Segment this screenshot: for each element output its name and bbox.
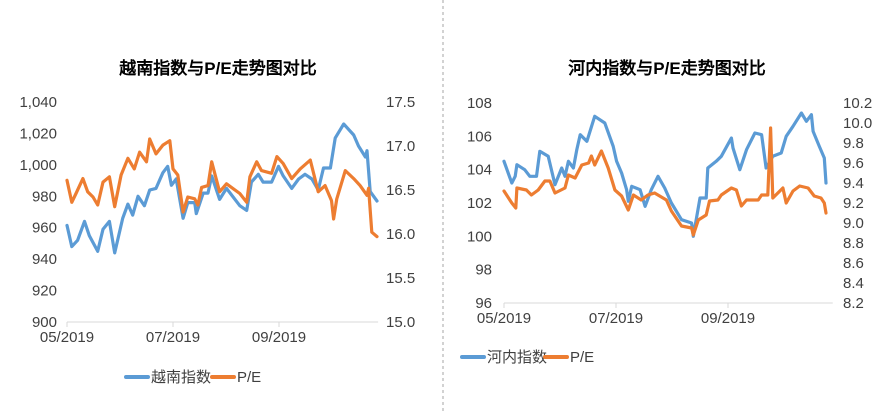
y-right-tick-label: 9.8: [843, 135, 864, 152]
y-left-tick-label: 960: [32, 220, 57, 237]
y-left-tick-label: 1,040: [19, 94, 57, 111]
y-right-tick-label: 10.2: [843, 95, 872, 112]
y-right-tick-label: 16.5: [386, 182, 415, 199]
y-right-tick-label: 10.0: [843, 115, 872, 132]
y-left-tick-label: 980: [32, 188, 57, 205]
x-tick-label: 09/2019: [252, 329, 306, 346]
x-tick-label: 05/2019: [477, 310, 531, 327]
x-tick-label: 07/2019: [589, 310, 643, 327]
x-tick-label: 09/2019: [701, 310, 755, 327]
y-right-tick-label: 9.4: [843, 175, 864, 192]
y-right-tick-label: 9.6: [843, 155, 864, 172]
y-left-tick-label: 100: [467, 228, 492, 245]
series-line-pe-hn: [502, 126, 828, 237]
y-right-tick-label: 8.6: [843, 255, 864, 272]
chart-title-vn: 越南指数与P/E走势图对比: [118, 58, 316, 78]
y-right-tick-label: 15.5: [386, 270, 415, 287]
x-tick-label: 05/2019: [40, 329, 94, 346]
y-right-tick-label: 9.2: [843, 195, 864, 212]
y-right-tick-label: 9.0: [843, 215, 864, 232]
y-left-tick-label: 940: [32, 251, 57, 268]
y-left-tick-label: 900: [32, 314, 57, 331]
y-left-tick-label: 920: [32, 283, 57, 300]
legend-label: 越南指数: [151, 369, 211, 386]
series-line-pe-vn: [65, 137, 379, 239]
y-right-tick-label: 8.2: [843, 295, 864, 312]
y-left-tick-label: 96: [475, 295, 492, 312]
chart-title-hn: 河内指数与P/E走势图对比: [568, 58, 765, 78]
y-left-tick-label: 106: [467, 128, 492, 145]
y-left-tick-label: 108: [467, 95, 492, 112]
y-left-tick-label: 102: [467, 195, 492, 212]
y-right-tick-label: 8.8: [843, 235, 864, 252]
legend-label: 河内指数: [487, 349, 547, 366]
y-right-tick-label: 17.5: [386, 94, 415, 111]
y-left-tick-label: 1,020: [19, 125, 57, 142]
legend-label: P/E: [570, 349, 594, 366]
y-right-tick-label: 15.0: [386, 314, 415, 331]
x-tick-label: 07/2019: [146, 329, 200, 346]
y-left-tick-label: 98: [475, 262, 492, 279]
legend-label: P/E: [237, 369, 261, 386]
series-line-index-hn: [502, 111, 828, 238]
y-left-tick-label: 104: [467, 162, 492, 179]
y-right-tick-label: 16.0: [386, 226, 415, 243]
y-right-tick-label: 17.0: [386, 138, 415, 155]
y-right-tick-label: 8.4: [843, 275, 864, 292]
series-line-index-vn: [65, 122, 379, 255]
y-left-tick-label: 1,000: [19, 157, 57, 174]
